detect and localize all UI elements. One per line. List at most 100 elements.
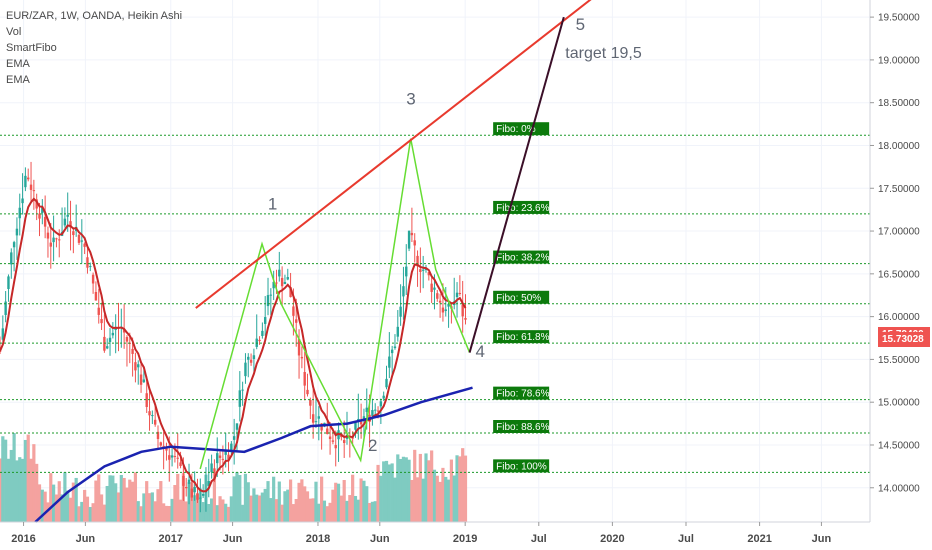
candle-body [193,486,196,493]
candle-body [421,269,425,271]
indicator-lines [0,0,592,523]
volume-bar [305,491,310,522]
volume-bar [249,495,253,522]
candle-body [18,207,21,219]
candle-body [351,437,354,439]
volume-bar [170,498,174,522]
price-tick-label: 18.50000 [878,98,920,109]
candle-body [151,415,154,417]
volume-bar [32,444,36,522]
candle-body [461,304,464,317]
volume-bar [390,463,394,522]
volume-bar [370,501,375,522]
candle-body [199,497,202,499]
zigzag-line [199,138,471,470]
time-tick-label: Jun [223,533,243,545]
volume-bar [399,458,403,522]
candle-body [280,277,284,287]
candle-body [388,356,391,368]
volume-bar [122,477,126,522]
wave-annotation: 4 [475,342,484,361]
volume-bar [396,454,400,522]
volume-bar [458,456,462,522]
candle-body [213,468,216,474]
price-tick-label: 17.00000 [878,227,920,238]
volume-bar [328,502,332,522]
candle-body [405,266,408,277]
price-tick-label: 16.50000 [878,269,920,280]
volume-bar [418,453,422,522]
volume-bar [4,439,8,522]
volume-bar [359,478,363,522]
fibo-label: Fibo: 50% [496,293,541,304]
wave-annotation: 1 [268,195,277,214]
volume-bar [317,503,321,522]
volume-bar [150,492,154,522]
candle-body [63,218,67,226]
legend-symbol: EUR/ZAR, 1W, OANDA, Heikin Ashi [6,10,183,22]
legend-smartfibo: SmartFibo [6,42,57,54]
candle-body [266,295,270,307]
price-tick-label: 16.00000 [878,312,920,323]
ema-long-line [34,386,473,523]
volume-bar [367,502,372,522]
candle-body [156,431,160,440]
volume-bar [159,481,163,522]
volume-bar [353,495,358,522]
volume-bar [342,480,346,522]
volume-bar [255,494,259,522]
time-tick-label: 2018 [306,533,330,545]
volume-bar [68,497,73,522]
volume-bar [77,506,81,522]
candle-body [134,362,137,371]
candle-body [328,436,332,440]
candle-body [4,301,7,315]
volume-bar [12,433,16,522]
candle-body [139,374,143,385]
candle-body [94,291,98,301]
candle-body [108,337,112,342]
volume-bar [184,501,188,522]
candle-body [390,349,394,354]
volume-bar [314,481,318,522]
candle-body [410,232,414,236]
volume-bar [176,473,180,522]
volume-bar [20,458,25,522]
volume-bar [209,498,214,522]
candle-body [165,448,168,451]
candle-body [416,255,419,267]
candle-body [314,421,318,423]
volume-bar [393,477,397,522]
volume-bar [111,475,115,522]
candle-body [272,281,275,289]
volume-bar [336,483,341,522]
volume-bar [373,501,377,522]
volume-bar [142,493,146,522]
volume-bar [435,475,439,522]
time-tick-label: 2017 [159,533,183,545]
candle-body [444,309,447,311]
volume-bar [424,453,428,522]
candle-body [176,457,179,459]
fibo-label: Fibo: 88.6% [496,422,549,433]
time-tick-label: Jun [370,533,390,545]
volume-bar [133,472,138,522]
time-axis: 2016 Jun 2017 Jun 2018 Jun 2019 Jul 2020 Jul 2021 J… [0,521,870,545]
candle-body [111,332,115,336]
candle-body [1,328,5,340]
fibo-label-bg [493,420,550,434]
candle-body [362,416,366,421]
candle-body [269,294,273,296]
candle-body [207,481,210,486]
volume-bar [167,505,171,522]
candle-body [306,389,309,395]
fibo-label: Fibo: 61.8% [496,332,549,343]
candle-body [331,440,335,442]
candle-body [379,401,383,407]
volume-bar [235,472,239,522]
volume-bar [291,504,296,522]
volume-bar [60,494,64,522]
volume-bar [286,489,290,522]
candle-body [38,213,41,219]
